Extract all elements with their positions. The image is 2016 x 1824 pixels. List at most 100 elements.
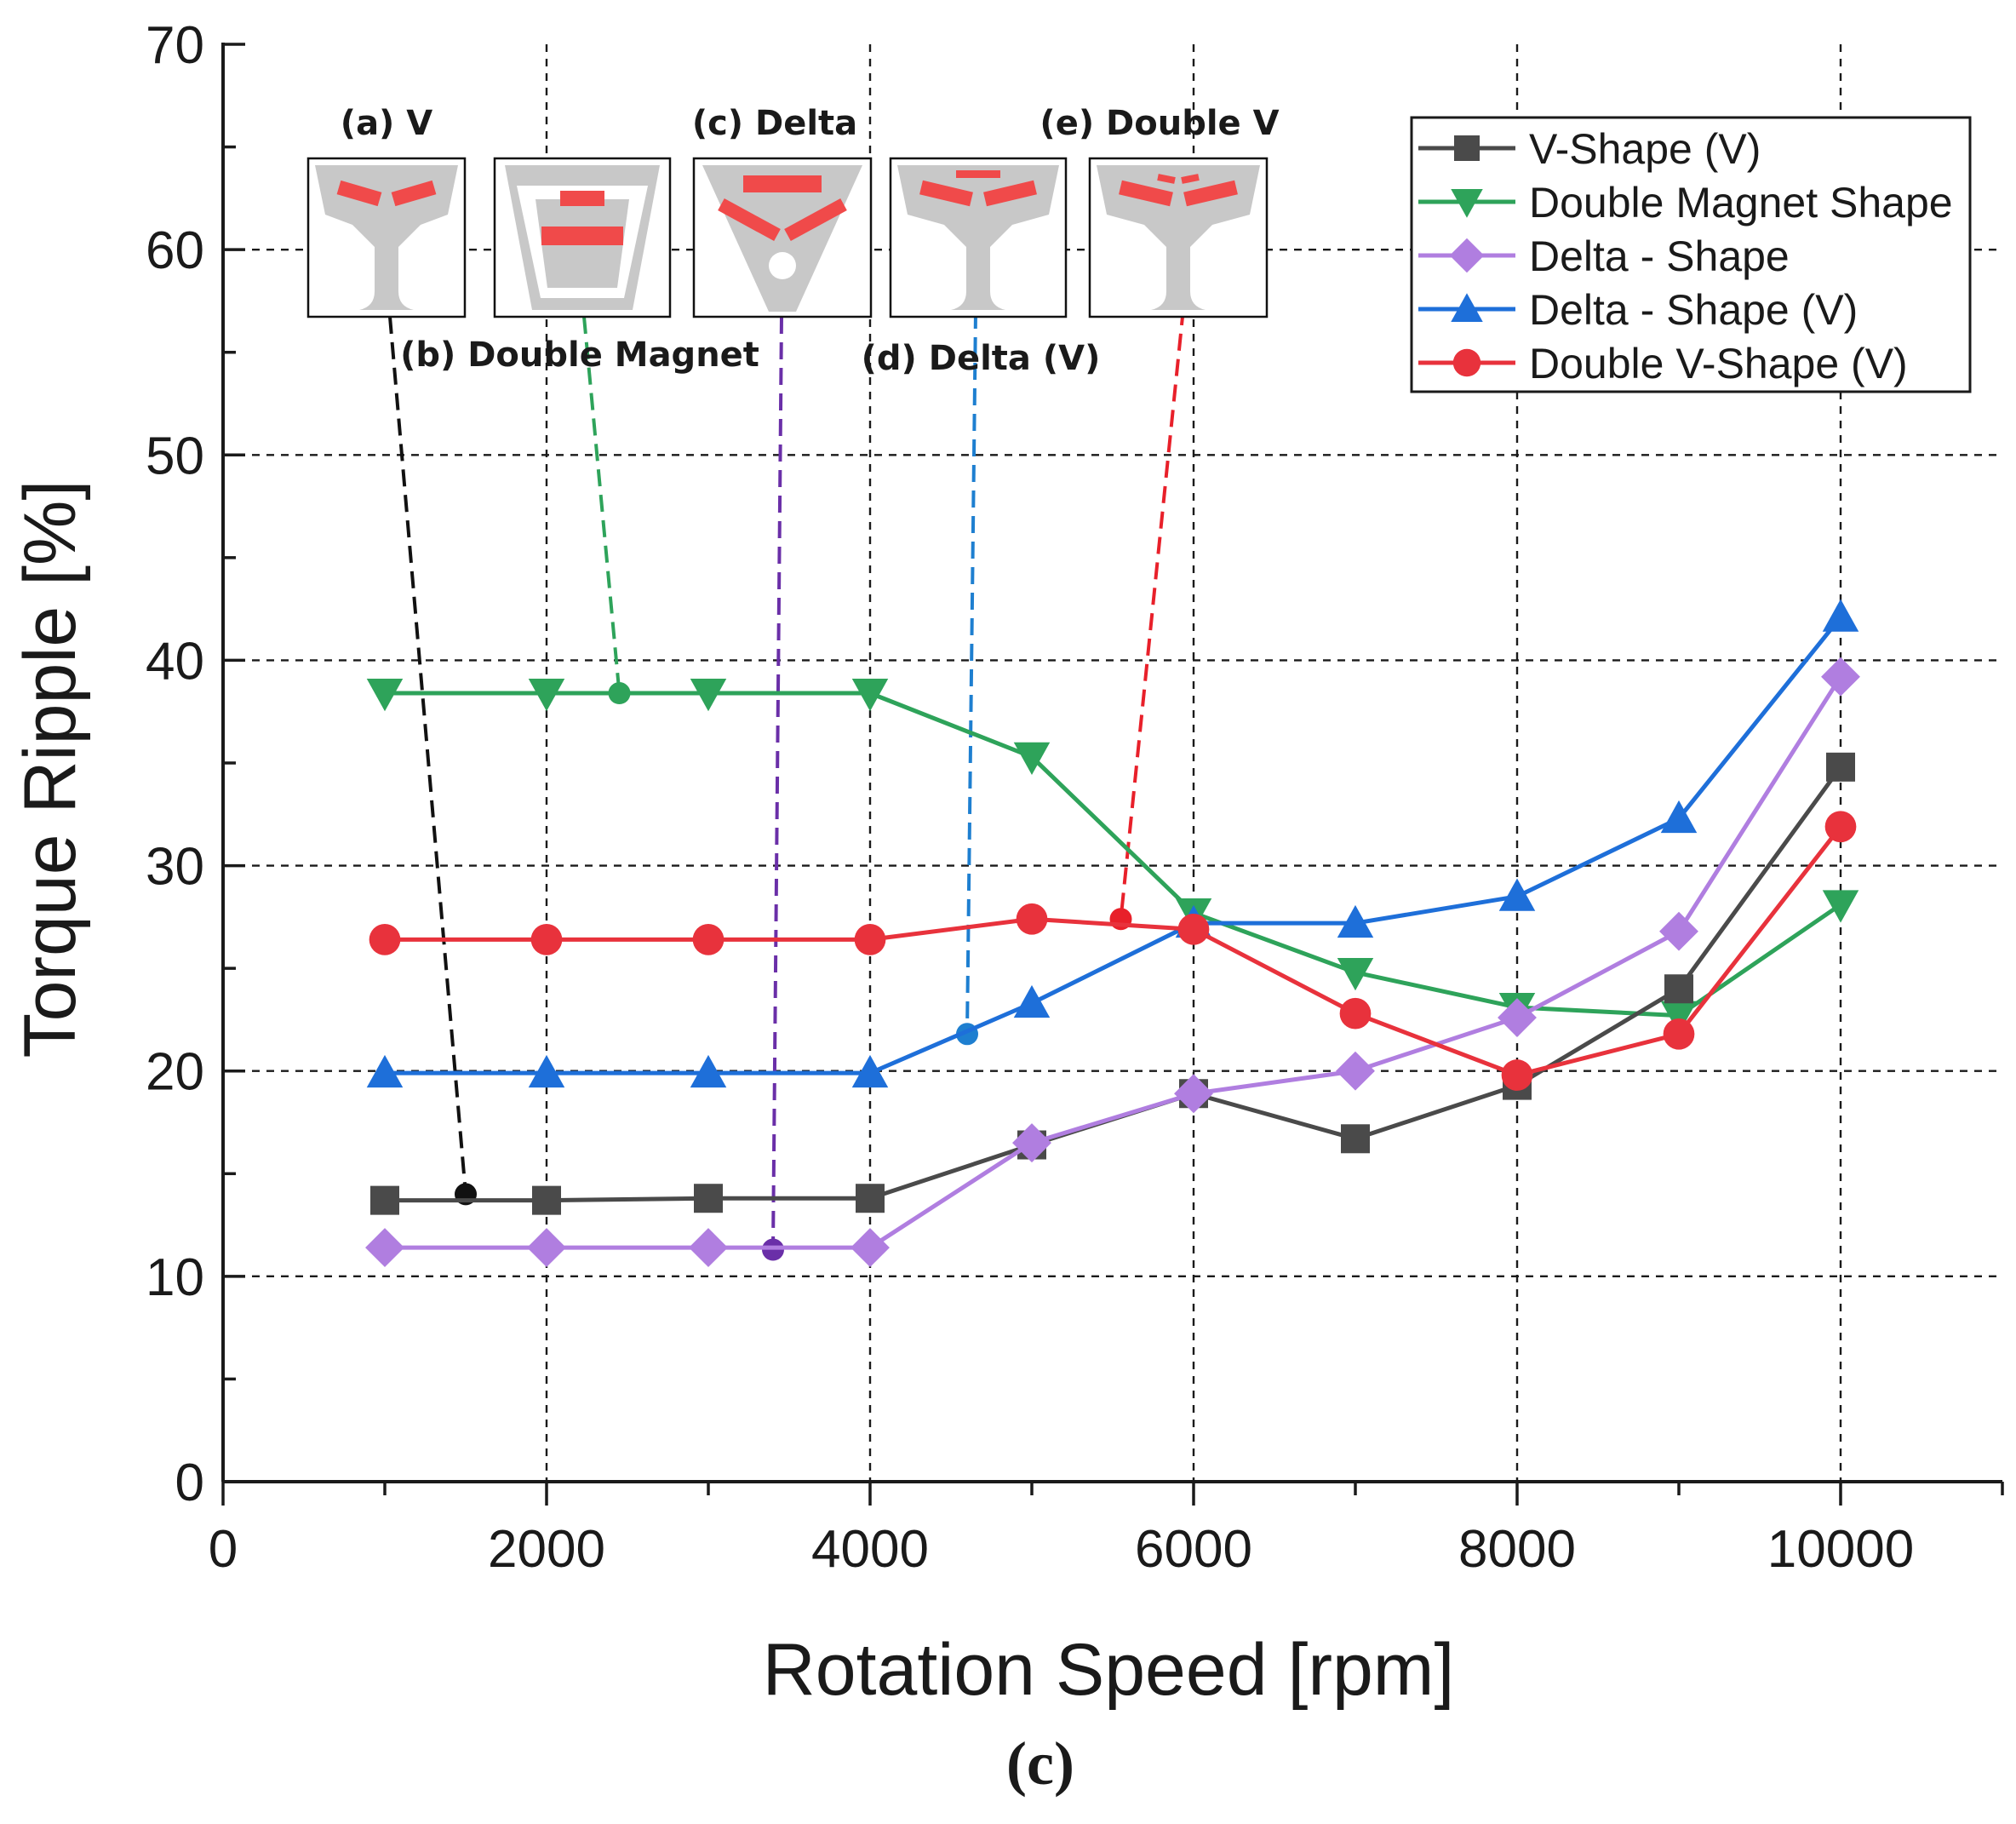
x-tick-label-8000: 8000 bbox=[1458, 1520, 1576, 1579]
inset-label-delta: (c) Delta bbox=[692, 104, 857, 143]
series-4-point-1 bbox=[530, 924, 563, 955]
legend-label-2: Delta - Shape bbox=[1529, 232, 1790, 280]
series-0-point-9 bbox=[1826, 752, 1855, 782]
magnet-right bbox=[391, 180, 437, 207]
series-3-point-2 bbox=[690, 1054, 727, 1088]
magnet-left bbox=[919, 180, 973, 207]
series-1-point-0 bbox=[366, 679, 404, 712]
legend-entry-4: Double V-Shape (V) bbox=[1418, 340, 1908, 387]
series-1-point-4 bbox=[1013, 742, 1051, 776]
leader-line-v bbox=[388, 316, 467, 1195]
series-1-point-1 bbox=[528, 679, 565, 712]
series-2-point-0 bbox=[365, 1228, 404, 1268]
series-0-point-6 bbox=[1341, 1124, 1370, 1154]
series-2-point-4 bbox=[1012, 1123, 1051, 1163]
series-4-point-6 bbox=[1339, 997, 1372, 1030]
series-0-point-1 bbox=[532, 1185, 561, 1215]
x-tick-label-0: 0 bbox=[209, 1520, 238, 1579]
legend-entry-0: V-Shape (V) bbox=[1418, 125, 1761, 173]
rotor-core bbox=[315, 165, 458, 310]
series-4-point-3 bbox=[854, 924, 886, 955]
ticks: 0 10 20 30 40 50 60 70 0 2000 4000 6000 8000 10000 bbox=[146, 16, 2004, 1579]
series-2 bbox=[365, 657, 1860, 1268]
legend-marker-2 bbox=[1449, 238, 1485, 273]
data-series bbox=[365, 599, 1860, 1268]
series-2-point-5 bbox=[1174, 1074, 1213, 1114]
magnet-left bbox=[718, 198, 781, 242]
legend-label-3: Delta - Shape (V) bbox=[1529, 286, 1858, 334]
y-tick-label-10: 10 bbox=[146, 1248, 204, 1307]
series-3-point-3 bbox=[851, 1054, 889, 1088]
series-2-point-7 bbox=[1498, 998, 1537, 1037]
rotor-hole bbox=[769, 252, 796, 279]
series-4-point-5 bbox=[1177, 913, 1210, 945]
series-1-point-9 bbox=[1822, 890, 1859, 923]
x-axis-title: Rotation Speed [rpm] bbox=[763, 1629, 1455, 1711]
magnet-top bbox=[956, 170, 1000, 178]
y-tick-label-50: 50 bbox=[146, 427, 204, 485]
series-3-point-7 bbox=[1498, 878, 1536, 911]
inset-delta-v bbox=[889, 157, 1068, 318]
legend-entry-2: Delta - Shape bbox=[1418, 232, 1790, 280]
rotor-core bbox=[702, 165, 862, 312]
series-3-point-6 bbox=[1337, 904, 1374, 938]
series-3-point-4 bbox=[1013, 984, 1051, 1018]
rotor-core bbox=[897, 165, 1059, 310]
y-tick-label-60: 60 bbox=[146, 221, 204, 280]
series-4-point-0 bbox=[369, 924, 401, 955]
legend-marker-4 bbox=[1452, 348, 1481, 377]
legend-entry-1: Double Magnet Shape bbox=[1418, 179, 1953, 227]
y-tick-label-70: 70 bbox=[146, 16, 204, 75]
magnet-inner-right bbox=[1181, 174, 1200, 184]
inset-label-double-magnet: (b) Double Magnet bbox=[400, 336, 759, 375]
series-3-point-0 bbox=[366, 1054, 404, 1088]
magnet-left bbox=[336, 180, 382, 207]
x-tick-label-4000: 4000 bbox=[811, 1520, 929, 1579]
series-4-point-8 bbox=[1663, 1018, 1695, 1050]
inset-v bbox=[306, 157, 467, 318]
x-tick-label-10000: 10000 bbox=[1767, 1520, 1914, 1579]
inset-label-delta-v: (d) Delta (V) bbox=[862, 339, 1101, 378]
rotor-core bbox=[1097, 165, 1260, 310]
series-3-point-8 bbox=[1660, 800, 1698, 834]
series-0-point-3 bbox=[856, 1184, 885, 1213]
magnet-top bbox=[743, 175, 822, 192]
x-tick-label-2000: 2000 bbox=[488, 1520, 605, 1579]
series-2-point-6 bbox=[1336, 1051, 1375, 1091]
panel-label: (c) bbox=[1006, 1729, 1074, 1798]
series-3-point-1 bbox=[528, 1054, 565, 1088]
y-tick-label-20: 20 bbox=[146, 1043, 204, 1102]
series-0-point-8 bbox=[1664, 974, 1693, 1004]
series-line-4 bbox=[385, 825, 1842, 1078]
series-4-point-4 bbox=[1016, 903, 1048, 935]
inset-label-v: (a) V bbox=[341, 104, 432, 143]
series-1-point-2 bbox=[690, 679, 727, 712]
magnet-left bbox=[1119, 180, 1173, 207]
y-tick-label-40: 40 bbox=[146, 632, 204, 691]
magnet-upper bbox=[560, 191, 604, 206]
inset-label-double-v: (e) Double V bbox=[1040, 104, 1279, 143]
series-2-point-2 bbox=[689, 1228, 728, 1268]
series-0-point-0 bbox=[370, 1185, 399, 1215]
series-2-point-3 bbox=[850, 1228, 890, 1268]
series-2-point-1 bbox=[527, 1228, 566, 1268]
inset-leader-lines bbox=[388, 307, 1185, 1261]
leader-line-double-magnet bbox=[582, 316, 621, 694]
y-tick-label-0: 0 bbox=[175, 1454, 204, 1512]
magnet-right bbox=[983, 180, 1037, 207]
series-4 bbox=[369, 811, 1857, 1091]
series-4-point-2 bbox=[692, 924, 724, 955]
series-3-point-9 bbox=[1822, 599, 1859, 632]
magnet-right bbox=[1183, 180, 1238, 207]
inset-double-v bbox=[1088, 157, 1269, 318]
legend-marker-0 bbox=[1454, 135, 1480, 161]
leader-line-double-v bbox=[1119, 307, 1185, 920]
y-tick-label-30: 30 bbox=[146, 838, 204, 897]
series-line-1 bbox=[385, 691, 1842, 1018]
series-4-point-9 bbox=[1824, 811, 1857, 843]
series-4-point-7 bbox=[1501, 1059, 1533, 1091]
legend-entry-3: Delta - Shape (V) bbox=[1418, 286, 1858, 334]
legend: V-Shape (V) Double Magnet Shape Delta - Sh… bbox=[1410, 116, 1972, 393]
series-0-point-2 bbox=[694, 1184, 723, 1213]
